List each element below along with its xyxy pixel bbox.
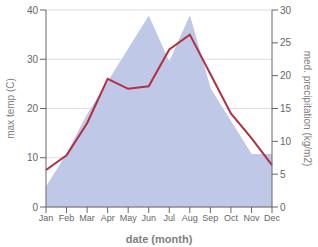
svg-text:20: 20 [27, 103, 39, 114]
svg-text:Aug: Aug [182, 213, 198, 223]
svg-text:Oct: Oct [224, 213, 239, 223]
svg-text:30: 30 [280, 5, 292, 16]
svg-text:25: 25 [280, 37, 292, 48]
svg-text:Sep: Sep [202, 213, 218, 223]
svg-text:Dec: Dec [264, 213, 281, 223]
svg-text:med. precipitation (kg/m2): med. precipitation (kg/m2) [302, 51, 310, 167]
svg-text:20: 20 [280, 70, 292, 81]
svg-text:5: 5 [280, 169, 286, 180]
svg-text:Nov: Nov [243, 213, 260, 223]
svg-text:10: 10 [280, 136, 292, 147]
svg-text:Feb: Feb [59, 213, 75, 223]
svg-text:Jan: Jan [39, 213, 54, 223]
svg-text:0: 0 [280, 202, 286, 213]
svg-text:Jul: Jul [164, 213, 176, 223]
svg-text:May: May [120, 213, 138, 223]
svg-text:Apr: Apr [101, 213, 115, 223]
svg-text:40: 40 [27, 5, 39, 16]
svg-text:Mar: Mar [79, 213, 95, 223]
svg-text:Jun: Jun [141, 213, 156, 223]
svg-text:10: 10 [27, 152, 39, 163]
svg-text:15: 15 [280, 103, 292, 114]
svg-text:0: 0 [32, 202, 38, 213]
svg-text:max temp (C): max temp (C) [8, 78, 16, 139]
svg-text:30: 30 [27, 54, 39, 65]
svg-text:date (month): date (month) [126, 233, 193, 245]
